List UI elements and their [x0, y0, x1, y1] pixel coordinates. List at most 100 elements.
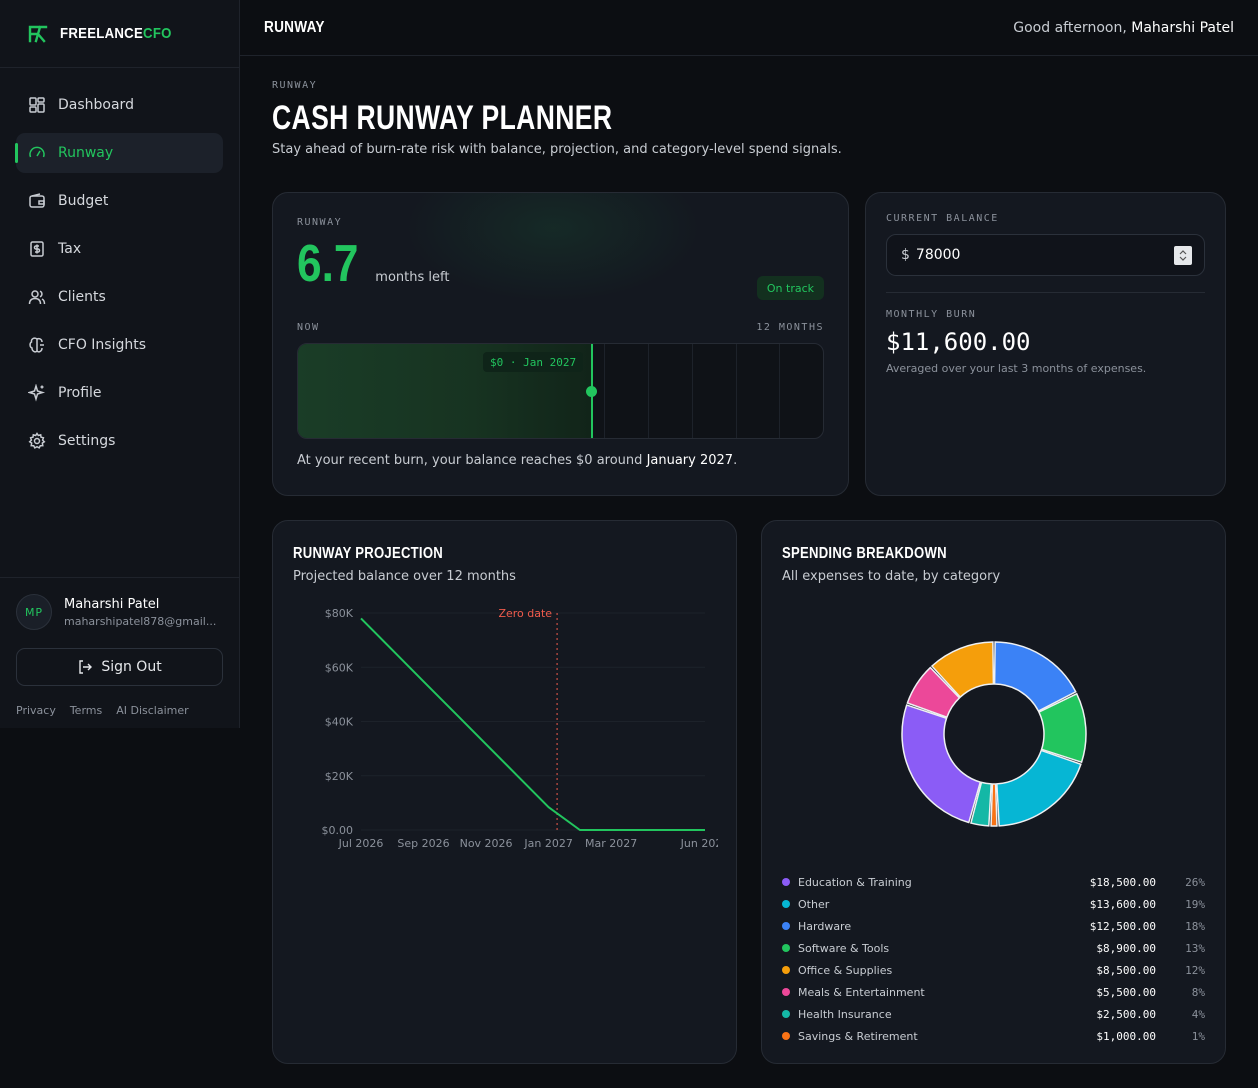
sidebar-item-label: Tax: [58, 241, 82, 257]
sidebar-item-label: Profile: [58, 385, 102, 401]
topbar: RUNWAY Good afternoon, Maharshi Patel: [240, 0, 1258, 56]
runway-timeline: $0 · Jan 2027: [297, 343, 824, 439]
sidebar-item-runway[interactable]: Runway: [15, 133, 223, 173]
legend-percent: 19%: [1185, 897, 1205, 911]
sidebar-item-label: Dashboard: [58, 97, 134, 113]
x-tick-label: Mar 2027: [585, 837, 637, 850]
zero-date-label: Zero date: [498, 607, 552, 620]
y-tick-label: $0.00: [322, 824, 354, 837]
legend-percent: 26%: [1185, 875, 1205, 889]
donut-slice[interactable]: [930, 641, 995, 699]
sidebar-item-cfo-insights[interactable]: CFO Insights: [16, 325, 223, 365]
legend-percent: 8%: [1191, 985, 1205, 999]
legend-label: Software & Tools: [798, 941, 890, 955]
gear-icon: [28, 432, 46, 450]
user-email: maharshipatel878@gmail...: [64, 614, 217, 628]
x-tick-label: Sep 2026: [397, 837, 449, 850]
user-row[interactable]: MP Maharshi Patel maharshipatel878@gmail…: [16, 594, 223, 630]
donut-slice[interactable]: [970, 781, 992, 827]
sidebar-item-profile[interactable]: Profile: [16, 373, 223, 413]
legend-item: Hardware $12,500.00 18%: [782, 915, 1205, 937]
greeting-user: Maharshi Patel: [1131, 19, 1234, 36]
sidebar-item-label: Clients: [58, 289, 106, 305]
runway-value-row: 6.7 months left: [297, 238, 824, 290]
donut-slice[interactable]: [1037, 692, 1087, 764]
zero-date-tag: $0 · Jan 2027: [483, 352, 584, 372]
spending-subtitle: All expenses to date, by category: [782, 569, 1001, 584]
gauge-icon: [28, 144, 46, 162]
balance-card: CURRENT BALANCE $ 78000 MONTHLY BURN $11…: [865, 192, 1226, 496]
number-stepper[interactable]: [1174, 246, 1192, 265]
legend-value: $18,500.00: [1089, 875, 1156, 889]
legend-label: Savings & Retirement: [798, 1029, 918, 1043]
x-tick-label: Nov 2026: [460, 837, 513, 850]
x-tick-label: Jul 2026: [338, 837, 384, 850]
sidebar-item-dashboard[interactable]: Dashboard: [16, 85, 223, 125]
donut-slice[interactable]: [993, 641, 1077, 713]
projection-chart: $0.00 $20K $40K $60K $80K Jul 2026 Sep 2026 Nov…: [322, 607, 719, 850]
projection-card: RUNWAY PROJECTION Projected balance over…: [272, 520, 737, 1064]
legend-item: Office & Supplies $8,500.00 12%: [782, 959, 1205, 981]
user-box: MP Maharshi Patel maharshipatel878@gmail…: [0, 577, 239, 733]
legend-swatch: [782, 878, 790, 886]
donut-slice[interactable]: [990, 783, 998, 827]
y-tick-label: $80K: [325, 607, 354, 620]
spending-legend: Education & Training $18,500.00 26% Other $1…: [782, 871, 1205, 1047]
spending-card: SPENDING BREAKDOWN All expenses to date,…: [761, 520, 1226, 1064]
timeline-gridline: [604, 344, 605, 438]
months-left-label: months left: [375, 270, 450, 285]
sidebar-nav: Dashboard Runway Budget Tax Clients CFO …: [0, 68, 239, 486]
spending-title: SPENDING BREAKDOWN: [782, 545, 947, 562]
terms-link[interactable]: Terms: [69, 704, 103, 717]
sidebar-item-clients[interactable]: Clients: [16, 277, 223, 317]
sidebar-item-label: Budget: [58, 193, 109, 209]
timeline-gridline: [736, 344, 737, 438]
donut-slice[interactable]: [996, 749, 1082, 827]
donut-slice[interactable]: [906, 666, 961, 719]
sidebar-item-label: CFO Insights: [58, 337, 147, 353]
currency-symbol: $: [901, 247, 910, 263]
legend-value: $13,600.00: [1089, 897, 1156, 911]
timeline-start-label: NOW: [297, 322, 320, 333]
legend-swatch: [782, 966, 790, 974]
status-badge: On track: [756, 276, 824, 300]
donut-slice[interactable]: [901, 704, 982, 824]
legend-item: Savings & Retirement $1,000.00 1%: [782, 1025, 1205, 1047]
y-tick-label: $20K: [325, 770, 354, 783]
sidebar-item-budget[interactable]: Budget: [16, 181, 223, 221]
legend-item: Education & Training $18,500.00 26%: [782, 871, 1205, 893]
wallet-icon: [28, 192, 46, 210]
page-eyebrow: RUNWAY: [272, 80, 318, 91]
runway-label: RUNWAY: [297, 217, 343, 228]
monthly-burn-note: Averaged over your last 3 months of expe…: [886, 362, 1147, 375]
legend-swatch: [782, 988, 790, 996]
privacy-link[interactable]: Privacy: [16, 704, 56, 717]
sidebar-item-tax[interactable]: Tax: [16, 229, 223, 269]
legend-percent: 12%: [1185, 963, 1205, 977]
brand[interactable]: FREELANCECFO: [0, 0, 239, 68]
avatar: MP: [16, 594, 52, 630]
balance-input[interactable]: $ 78000: [886, 234, 1205, 276]
ai-disclaimer-link[interactable]: AI Disclaimer: [116, 704, 189, 717]
timeline-range: NOW 12 MONTHS: [297, 322, 824, 333]
projection-title: RUNWAY PROJECTION: [293, 545, 443, 562]
timeline-gridline: [692, 344, 693, 438]
card-glow: [403, 193, 703, 303]
legend-value: $5,500.00: [1096, 985, 1156, 999]
legend-label: Health Insurance: [798, 1007, 892, 1021]
legend-value: $8,500.00: [1096, 963, 1156, 977]
legend-value: $2,500.00: [1096, 1007, 1156, 1021]
spending-donut-chart: [901, 641, 1087, 827]
projection-subtitle: Projected balance over 12 months: [293, 569, 516, 584]
receipt-icon: [28, 240, 46, 258]
current-balance-label: CURRENT BALANCE: [886, 213, 999, 224]
zero-date: January 2027: [646, 453, 734, 468]
sidebar-item-settings[interactable]: Settings: [16, 421, 223, 461]
legend-swatch: [782, 922, 790, 930]
sidebar: FREELANCECFO Dashboard Runway Budget Tax…: [0, 0, 240, 728]
legend-swatch: [782, 1010, 790, 1018]
brain-icon: [28, 336, 46, 354]
projection-line: [360, 617, 705, 831]
logo-icon: [28, 25, 48, 43]
sign-out-button[interactable]: Sign Out: [16, 648, 223, 686]
